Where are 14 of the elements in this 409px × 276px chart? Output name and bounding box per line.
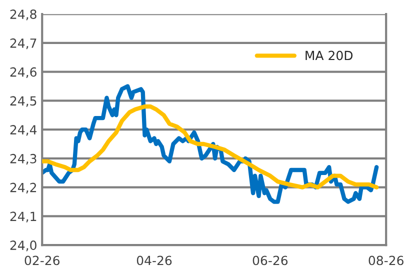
- x-tick-label: 08-26: [368, 256, 404, 266]
- legend-label: MA 20D: [306, 50, 353, 60]
- y-tick-label: 24,1: [10, 212, 36, 222]
- y-tick-label: 24,2: [10, 182, 36, 194]
- y-tick-label: 24,0: [10, 240, 36, 252]
- x-tick-label: 02-26: [24, 256, 60, 266]
- x-tick-label: 04-26: [136, 256, 172, 266]
- y-tick-label: 24,4: [10, 125, 37, 136]
- y-tick-label: 24,7: [10, 38, 36, 50]
- y-tick-label: 24,5: [10, 96, 36, 107]
- y-tick-label: 24,8: [10, 10, 36, 20]
- x-tick-label: 06-26: [252, 256, 288, 266]
- y-tick-label: 24,3: [10, 154, 36, 165]
- y-tick-label: 24,6: [10, 67, 36, 78]
